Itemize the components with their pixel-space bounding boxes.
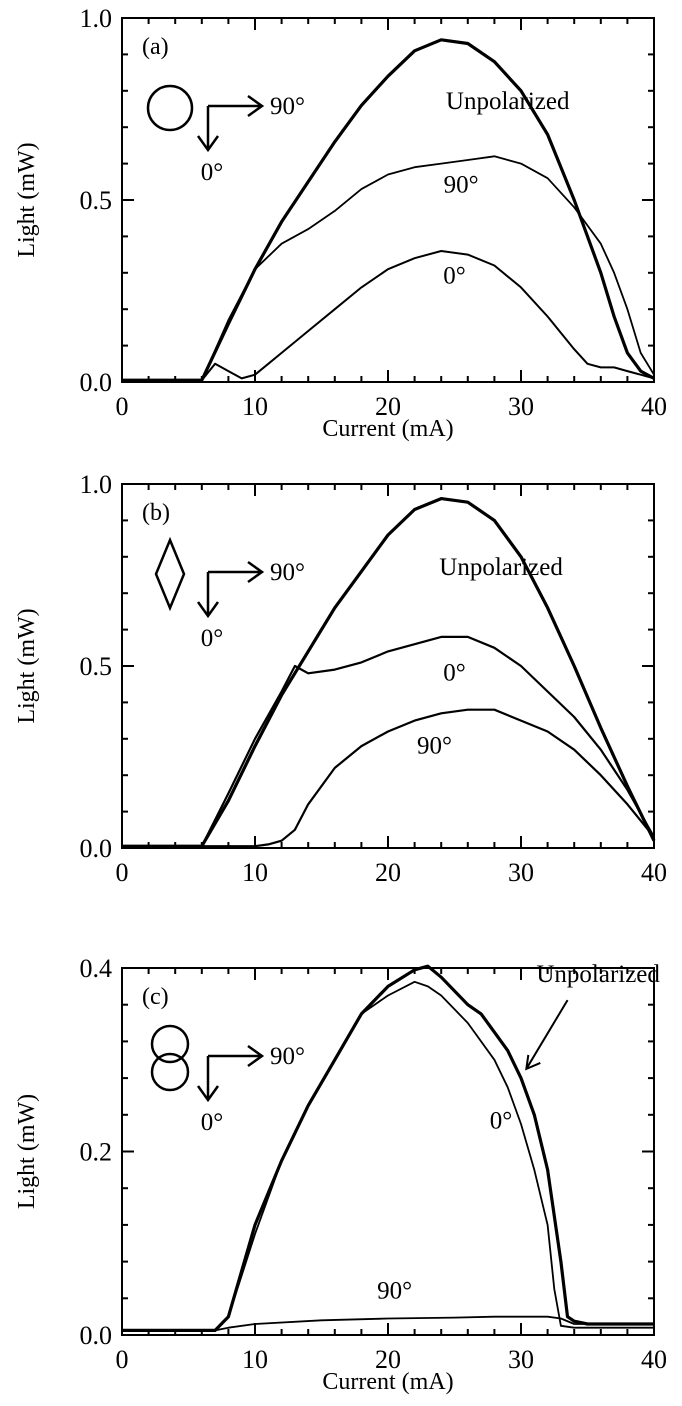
x-tick-label: 20 <box>375 392 401 421</box>
x-axis-label: Current (mA) <box>322 416 453 442</box>
x-tick-label: 10 <box>242 392 268 421</box>
vertical-polarization-label: 0° <box>201 1109 224 1136</box>
series-annotation: 0° <box>443 263 466 290</box>
series-annotation: Unpolarized <box>439 554 563 581</box>
x-tick-label: 30 <box>508 392 534 421</box>
unpolarized-pointer-arrow-icon <box>525 999 569 1071</box>
circle-aperture-icon <box>146 84 194 132</box>
y-tick-label: 0.0 <box>80 1321 113 1350</box>
vertical-polarization-arrow-icon <box>196 572 220 619</box>
aperture-inset: 90° 0° <box>150 1024 305 1136</box>
y-tick-label: 0.0 <box>80 368 113 397</box>
y-tick-label: 0.5 <box>80 652 113 681</box>
y-tick-label: 1.0 <box>80 4 113 33</box>
vertical-polarization-label: 0° <box>201 159 224 186</box>
vertical-polarization-label: 0° <box>201 625 224 652</box>
x-axis-label: Current (mA) <box>322 1369 453 1395</box>
aperture-inset: 90° 0° <box>146 84 305 186</box>
x-tick-label: 40 <box>641 1345 667 1374</box>
y-tick-label: 0.4 <box>80 954 113 983</box>
panel-label: (a) <box>142 34 169 60</box>
series-annotation: 90° <box>377 1277 412 1304</box>
series-annotation: 0° <box>443 660 466 687</box>
x-tick-label: 0 <box>116 392 129 421</box>
series-annotation: 0° <box>490 1108 513 1135</box>
vertical-polarization-arrow-icon <box>196 1056 220 1103</box>
chart-panel-1: 0 10 20 30 40 0.0 0.5 1.0 Light (mW) Current (mA)… <box>14 4 667 442</box>
series-line <box>122 155 655 382</box>
y-axis-label: Light (mW) <box>14 142 40 257</box>
x-tick-label: 10 <box>242 1345 268 1374</box>
y-tick-label: 0.5 <box>80 186 113 215</box>
y-tick-label: 0.0 <box>80 834 113 863</box>
y-axis-label: Light (mW) <box>14 1094 40 1209</box>
x-tick-label: 30 <box>508 1345 534 1374</box>
series-annotation: 90° <box>444 172 479 199</box>
x-tick-label: 10 <box>242 858 268 887</box>
horizontal-polarization-label: 90° <box>270 559 305 586</box>
chart-panel-3: 0 10 20 30 40 0.0 0.2 0.4 Light (mW) Current (mA)… <box>14 954 667 1395</box>
y-tick-label: 0.2 <box>80 1138 113 1167</box>
series-line <box>122 250 655 382</box>
aperture-inset: 90° 0° <box>154 536 305 652</box>
x-tick-label: 30 <box>508 858 534 887</box>
series-line <box>122 497 656 848</box>
lower-circle-aperture-icon <box>150 1052 190 1092</box>
horizontal-polarization-label: 90° <box>270 1043 305 1070</box>
series-line <box>122 1315 654 1332</box>
x-tick-label: 0 <box>116 858 129 887</box>
x-tick-label: 20 <box>375 1345 401 1374</box>
series-annotation: Unpolarized <box>536 961 660 988</box>
panel-label: (c) <box>142 984 169 1010</box>
x-tick-label: 0 <box>116 1345 129 1374</box>
horizontal-polarization-arrow-icon <box>208 94 265 118</box>
x-tick-label: 40 <box>641 392 667 421</box>
y-tick-label: 1.0 <box>80 470 113 499</box>
vertical-polarization-arrow-icon <box>196 106 220 153</box>
horizontal-polarization-arrow-icon <box>208 560 265 584</box>
upper-circle-aperture-icon <box>150 1024 190 1064</box>
x-tick-label: 20 <box>375 858 401 887</box>
horizontal-polarization-arrow-icon <box>208 1044 265 1068</box>
panel-label: (b) <box>142 500 170 526</box>
chart-panel-2: 0 10 20 30 40 0.0 0.5 1.0 Light (mW) (b) Unpolariz… <box>14 470 667 887</box>
series-line <box>122 980 654 1332</box>
x-tick-label: 40 <box>641 858 667 887</box>
series-line <box>122 635 655 848</box>
series-annotation: 90° <box>417 732 452 759</box>
series-line <box>122 38 655 382</box>
y-axis-label: Light (mW) <box>14 608 40 723</box>
diamond-aperture-icon <box>154 536 186 612</box>
series-line <box>122 708 655 848</box>
horizontal-polarization-label: 90° <box>270 93 305 120</box>
series-annotation: Unpolarized <box>446 88 570 115</box>
